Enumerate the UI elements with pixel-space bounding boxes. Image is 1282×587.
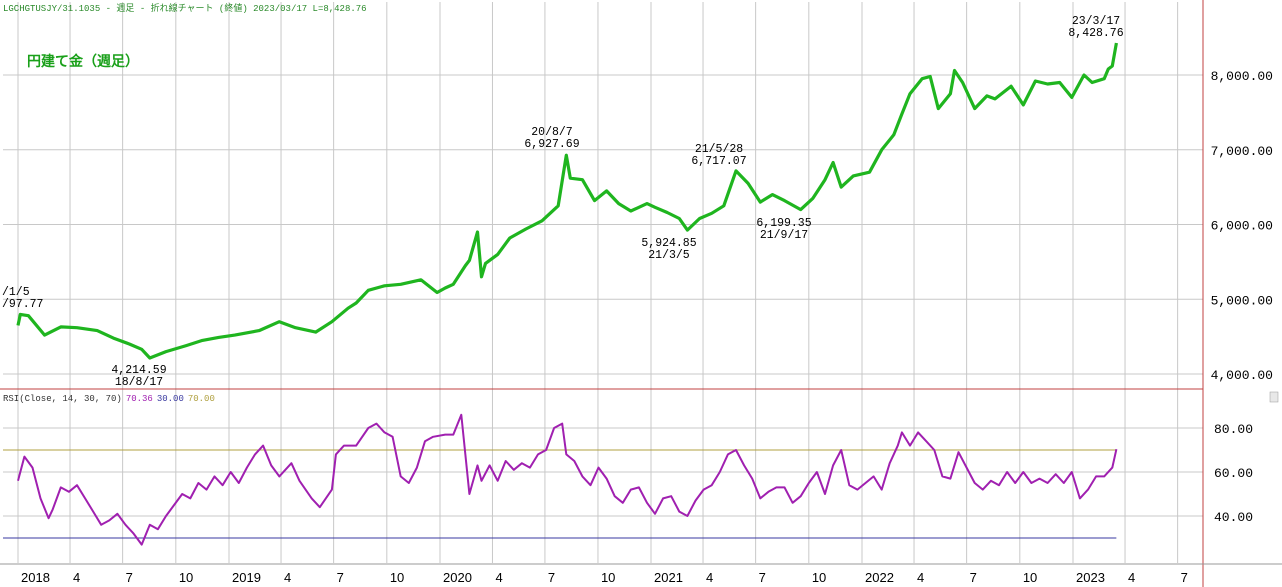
annotation-value: 8,428.76	[1068, 27, 1123, 40]
x-tick-label: 2022	[865, 570, 894, 585]
x-tick-label: 2020	[443, 570, 472, 585]
rsi-ytick-label: 60.00	[1214, 466, 1253, 481]
x-tick-label: 2021	[654, 570, 683, 585]
x-axis-labels: 2018 4 7 10 2019 4 7 10 2020 4 7 10 2021 4 7 10 2022 4 7 10…	[21, 570, 1188, 585]
x-tick-label: 4	[73, 570, 80, 585]
chart-header: LGCHGTUSJY/31.1035 - 週足 - 折れ線チャート (終値) 2…	[3, 2, 367, 14]
x-tick-label: 10	[812, 570, 826, 585]
chart-title: 円建て金（週足）	[27, 53, 139, 70]
x-tick-label: 4	[495, 570, 502, 585]
panel-scroll-handle	[1269, 391, 1279, 403]
x-tick-label: 10	[1023, 570, 1037, 585]
x-tick-label: 7	[759, 570, 766, 585]
annotation-date: 21/5/28	[695, 143, 743, 156]
x-tick-label: 10	[179, 570, 193, 585]
price-ytick-label: 4,000.00	[1211, 368, 1273, 383]
x-tick-label: 10	[601, 570, 615, 585]
x-tick-label: 7	[548, 570, 555, 585]
rsi-bands	[3, 449, 1117, 539]
annotation-value: 4,214.59	[111, 364, 166, 377]
rsi-series-line	[17, 413, 1118, 546]
annotation-value: 6,199.35	[756, 217, 811, 230]
annotation-value: 5,924.85	[641, 237, 696, 250]
price-ytick-label: 8,000.00	[1211, 69, 1273, 84]
x-tick-label: 7	[970, 570, 977, 585]
x-tick-label: 4	[917, 570, 924, 585]
x-tick-label: 7	[337, 570, 344, 585]
annotation-date: 18/8/17	[115, 376, 163, 389]
x-tick-label: 4	[1128, 570, 1135, 585]
x-tick-label: 7	[126, 570, 133, 585]
annotation-value: /97.77	[2, 298, 43, 311]
x-tick-label: 2018	[21, 570, 50, 585]
x-tick-label: 2023	[1076, 570, 1105, 585]
price-ytick-label: 6,000.00	[1211, 219, 1273, 234]
annotation-date: /1/5	[2, 286, 30, 299]
x-tick-label: 2019	[232, 570, 261, 585]
x-tick-label: 4	[284, 570, 291, 585]
rsi-header-lower: 30.00	[157, 394, 184, 404]
rsi-header-value: 70.36	[126, 394, 153, 404]
annotation-date: 21/9/17	[760, 229, 808, 242]
y-axis-labels: 4,000.00 5,000.00 6,000.00 7,000.00 8,000.00…	[1211, 69, 1273, 525]
rsi-ytick-label: 40.00	[1214, 510, 1253, 525]
annotation-date: 21/3/5	[648, 249, 690, 262]
annotation-date: 23/3/17	[1072, 15, 1120, 28]
rsi-header-prefix: RSI(Close, 14, 30, 70)	[3, 394, 122, 404]
x-tick-label: 7	[1181, 570, 1188, 585]
annotation-value: 6,717.07	[691, 155, 746, 168]
rsi-ytick-label: 80.00	[1214, 422, 1253, 437]
grid-lines	[3, 2, 1203, 563]
rsi-header-upper: 70.00	[188, 394, 215, 404]
price-ytick-label: 5,000.00	[1211, 293, 1273, 308]
annotation-value: 6,927.69	[524, 138, 579, 151]
x-tick-label: 4	[706, 570, 713, 585]
annotation-date: 20/8/7	[531, 126, 572, 139]
rsi-header: RSI(Close, 14, 30, 70) 70.36 30.00 70.00	[3, 394, 215, 404]
price-ytick-label: 7,000.00	[1211, 144, 1273, 159]
price-series-line	[16, 42, 1118, 360]
x-tick-label: 10	[390, 570, 404, 585]
